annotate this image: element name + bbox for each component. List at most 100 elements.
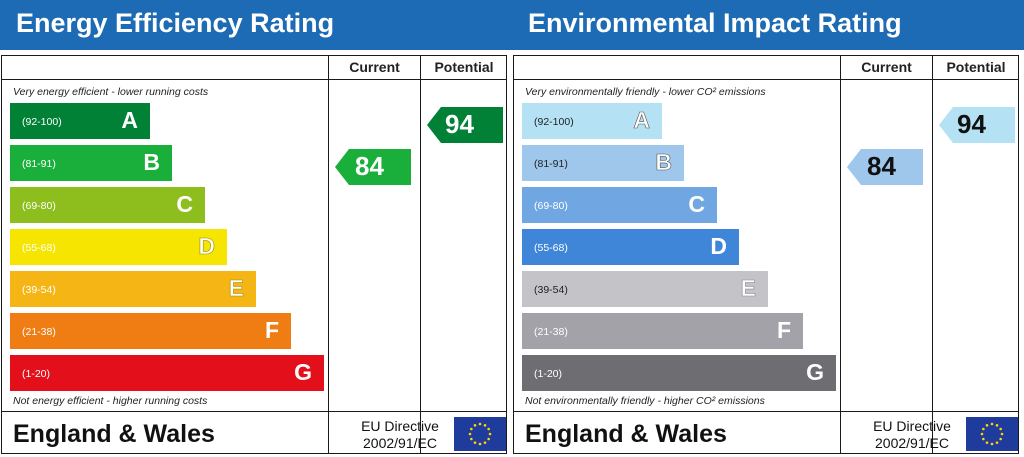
- directive-line: EU Directive: [361, 418, 439, 434]
- flag-star: [995, 441, 999, 444]
- band-letter: A: [633, 107, 650, 134]
- band-c: (69-80) C: [10, 187, 205, 223]
- band-range: (39-54): [22, 284, 56, 296]
- panel-title: Energy Efficiency Rating: [16, 8, 335, 38]
- footer-region: England & Wales: [525, 420, 727, 448]
- current-rating-value: 84: [867, 151, 896, 181]
- eu-directive: EU Directive 2002/91/EC: [864, 418, 960, 452]
- band-d: (55-68) D: [10, 229, 227, 265]
- divider: [514, 411, 1018, 412]
- band-range: (55-68): [534, 242, 568, 254]
- band-range: (39-54): [534, 284, 568, 296]
- current-column-header: Current: [861, 59, 912, 75]
- band-range: (69-80): [22, 200, 56, 212]
- top-note: Very energy efficient - lower running co…: [13, 86, 209, 98]
- flag-star: [483, 424, 487, 427]
- band-c: (69-80) C: [522, 187, 717, 223]
- energy-efficiency-panel: Energy Efficiency Rating Current Potenti…: [0, 0, 512, 454]
- divider: [2, 79, 506, 80]
- bottom-note: Not energy efficient - higher running co…: [13, 395, 208, 407]
- band-letter: E: [740, 275, 756, 302]
- band-a: (92-100) A: [10, 103, 150, 139]
- band-g: (1-20) G: [10, 355, 324, 391]
- current-column-header: Current: [349, 59, 400, 75]
- band-e: (39-54) E: [10, 271, 256, 307]
- band-range: (92-100): [22, 116, 62, 128]
- flag-star: [982, 427, 985, 431]
- potential-column-header: Potential: [946, 59, 1006, 75]
- band-letter: G: [806, 359, 824, 385]
- divider: [2, 411, 506, 412]
- potential-column-header: Potential: [434, 59, 494, 75]
- flag-star: [985, 441, 989, 444]
- directive-line: 2002/91/EC: [875, 435, 949, 451]
- band-f: (21-38) F: [522, 313, 803, 349]
- band-letter: C: [176, 191, 193, 217]
- flag-star: [990, 442, 994, 446]
- band-letter: D: [710, 233, 727, 259]
- panel-header: Environmental Impact Rating: [512, 0, 1024, 50]
- panel-header: Energy Efficiency Rating: [0, 0, 512, 50]
- divider: [840, 56, 841, 453]
- flag-star: [487, 437, 490, 441]
- flag-star: [488, 432, 492, 436]
- band-range: (21-38): [22, 326, 56, 338]
- band-f: (21-38) F: [10, 313, 291, 349]
- band-letter: A: [121, 107, 138, 133]
- band-letter: F: [264, 317, 279, 343]
- potential-rating-arrow: 94: [939, 107, 1015, 143]
- eu-directive: EU Directive 2002/91/EC: [352, 418, 448, 452]
- flag-star: [1000, 432, 1004, 436]
- directive-line: 2002/91/EC: [363, 435, 437, 451]
- band-range: (1-20): [534, 368, 563, 380]
- band-letter: C: [688, 191, 705, 217]
- potential-rating-arrow: 94: [427, 107, 503, 143]
- flag-star: [990, 422, 994, 426]
- panel-title: Environmental Impact Rating: [528, 8, 902, 38]
- flag-star: [478, 442, 482, 446]
- top-note: Very environmentally friendly - lower CO…: [525, 86, 766, 98]
- band-range: (55-68): [22, 242, 56, 254]
- flag-star: [483, 441, 487, 444]
- band-range: (69-80): [534, 200, 568, 212]
- band-range: (92-100): [534, 116, 574, 128]
- flag-star: [999, 427, 1002, 431]
- flag-star: [473, 424, 477, 427]
- current-rating-arrow: 84: [335, 149, 411, 185]
- band-letter: D: [198, 233, 215, 260]
- band-range: (21-38): [534, 326, 568, 338]
- band-letter: B: [143, 149, 160, 175]
- flag-star: [487, 427, 490, 431]
- band-a: (92-100) A: [522, 103, 662, 139]
- flag-star: [995, 424, 999, 427]
- band-range: (81-91): [22, 158, 56, 170]
- band-letter: B: [655, 149, 672, 176]
- divider: [328, 56, 329, 453]
- band-e: (39-54) E: [522, 271, 768, 307]
- rating-frame: Current Potential Very environmentally f…: [513, 55, 1019, 454]
- flag-star: [985, 424, 989, 427]
- flag-star: [478, 422, 482, 426]
- band-letter: F: [776, 317, 791, 343]
- divider: [932, 56, 933, 453]
- current-rating-arrow: 84: [847, 149, 923, 185]
- flag-star: [470, 427, 473, 431]
- footer-region: England & Wales: [13, 420, 215, 448]
- band-b: (81-91) B: [10, 145, 172, 181]
- flag-star: [980, 432, 984, 436]
- directive-line: EU Directive: [873, 418, 951, 434]
- band-b: (81-91) B: [522, 145, 684, 181]
- band-range: (81-91): [534, 158, 568, 170]
- flag-star: [468, 432, 472, 436]
- environmental-impact-panel: Environmental Impact Rating Current Pote…: [512, 0, 1024, 457]
- current-rating-value: 84: [355, 151, 384, 181]
- potential-rating-value: 94: [957, 109, 986, 139]
- rating-frame: Current Potential Very energy efficient …: [1, 55, 507, 454]
- band-g: (1-20) G: [522, 355, 836, 391]
- flag-star: [470, 437, 473, 441]
- divider: [514, 79, 1018, 80]
- divider: [420, 56, 421, 453]
- flag-star: [982, 437, 985, 441]
- bottom-note: Not environmentally friendly - higher CO…: [525, 395, 765, 407]
- flag-star: [999, 437, 1002, 441]
